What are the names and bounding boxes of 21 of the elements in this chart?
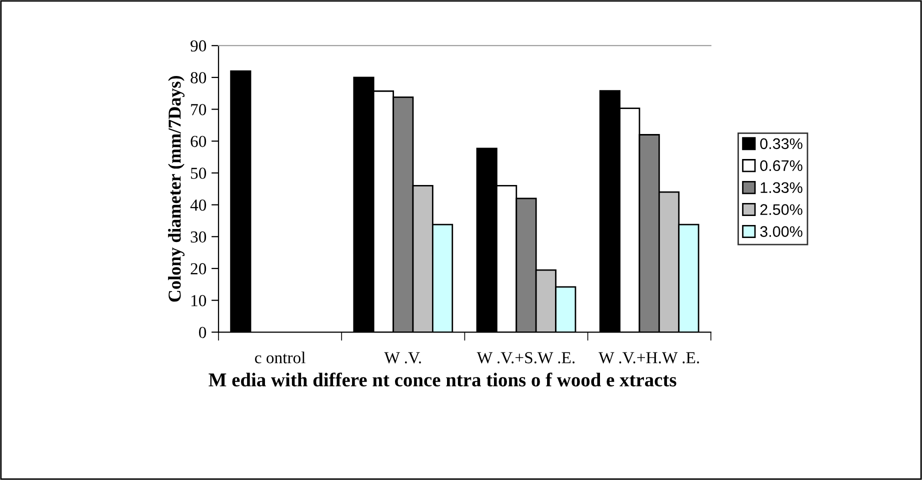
legend-label: 0.33% [760, 138, 802, 150]
x-tick-label: W .V.+H.W .E. [598, 352, 699, 364]
x-tick-label: W .V.+S.W .E. [476, 352, 575, 364]
y-tick-label: 90 [190, 40, 206, 52]
x-tick-label: c ontrol [255, 352, 306, 364]
legend-label: 0.67% [760, 160, 802, 172]
y-tick-label: 0 [199, 326, 206, 338]
x-tick-label: W .V. [384, 352, 421, 364]
legend-label: 1.33% [760, 182, 802, 194]
y-axis-title: Colony diameter (mm/7Days) [168, 76, 184, 302]
y-tick-label: 80 [190, 72, 206, 84]
legend-label: 3.00% [760, 226, 802, 237]
x-axis-title: M edia with differe nt conce ntra tions o f wood e xtracts [208, 372, 676, 386]
y-tick-label: 60 [190, 136, 206, 148]
y-tick-label: 70 [191, 104, 206, 116]
legend-label: 2.50% [760, 204, 802, 215]
y-tick-label: 20 [190, 263, 206, 274]
y-tick-label: 50 [191, 168, 206, 179]
y-tick-label: 30 [190, 231, 206, 243]
y-tick-label: 10 [192, 295, 206, 306]
y-tick-label: 40 [190, 200, 206, 211]
